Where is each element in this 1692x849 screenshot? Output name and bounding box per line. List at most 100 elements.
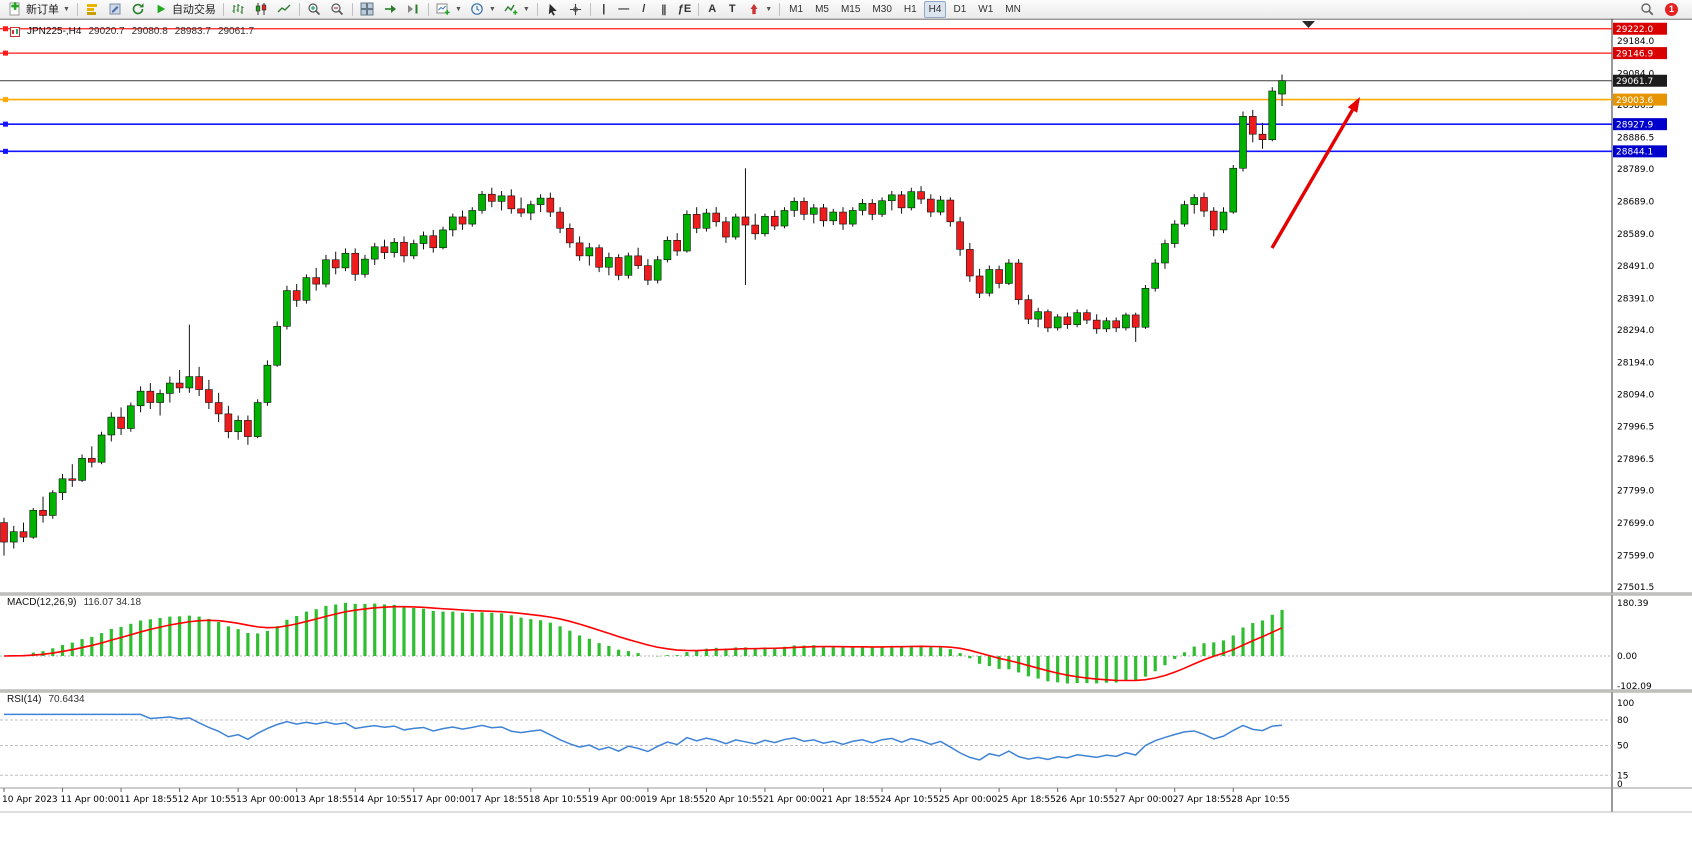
tf-button-h4[interactable]: H4 <box>923 0 947 18</box>
cursor-icon <box>545 2 560 17</box>
vertical-line-icon: | <box>602 3 606 15</box>
svg-text:80: 80 <box>1617 716 1629 726</box>
new-order-label: 新订单 <box>26 4 59 16</box>
toolbar-right-group: 1 <box>1635 0 1688 19</box>
tf-button-m1[interactable]: M1 <box>789 3 804 15</box>
h-line-handle[interactable] <box>3 148 8 154</box>
separator <box>298 2 300 16</box>
rsi-name: RSI(14) <box>7 694 42 705</box>
tf-button-d1[interactable]: D1 <box>953 3 967 15</box>
separator <box>351 2 353 16</box>
svg-text:21 Apr 18:55: 21 Apr 18:55 <box>822 795 881 805</box>
tf-button-mn[interactable]: MN <box>1005 3 1021 15</box>
search-button[interactable] <box>1635 0 1658 19</box>
price-badge <box>1613 118 1667 131</box>
tf-button-h1[interactable]: H1 <box>903 3 917 15</box>
time-axis[interactable]: 10 Apr 2023 11 Apr 00:00 11 Apr 18:55 12 Ap… <box>2 788 1290 805</box>
svg-text:180.39: 180.39 <box>1617 599 1649 609</box>
bar-chart-button[interactable] <box>227 0 250 19</box>
h-line-handle[interactable] <box>3 26 8 32</box>
macd-values: 116.07 34.18 <box>83 597 142 608</box>
shapes-button[interactable]: ▼ <box>742 0 776 19</box>
search-icon <box>1639 2 1654 17</box>
zoom-in-icon <box>307 2 322 17</box>
text-icon: A <box>708 3 717 15</box>
algo-trading-label: 自动交易 <box>171 4 216 16</box>
arrow-annotation[interactable] <box>1270 97 1360 249</box>
svg-text:28689.0: 28689.0 <box>1617 198 1654 208</box>
label-icon: T <box>728 3 736 15</box>
svg-text:28789.0: 28789.0 <box>1617 165 1654 175</box>
svg-text:27896.5: 27896.5 <box>1617 455 1654 465</box>
tf-button-m5[interactable]: M5 <box>815 3 829 15</box>
text-button[interactable]: A <box>702 0 722 19</box>
svg-text:25 Apr 00:00: 25 Apr 00:00 <box>939 795 998 805</box>
svg-text:27799.0: 27799.0 <box>1617 486 1654 496</box>
svg-text:-102.09: -102.09 <box>1617 682 1652 692</box>
tf-button-w1[interactable]: W1 <box>978 3 994 15</box>
periods-button[interactable]: ▼ <box>466 0 500 19</box>
chevron-down-icon: ▼ <box>63 5 70 13</box>
svg-text:20 Apr 10:55: 20 Apr 10:55 <box>704 795 763 805</box>
symbol-period-label: JPN225-,H4 <box>27 26 82 37</box>
cursor-button[interactable] <box>541 0 564 19</box>
price-axis[interactable]: 29184.0 29084.0 28986.5 28886.5 28789.0 28689… <box>1613 22 1667 790</box>
svg-text:27 Apr 00:00: 27 Apr 00:00 <box>1114 795 1173 805</box>
svg-text:29184.0: 29184.0 <box>1617 37 1654 47</box>
indicators-button[interactable]: ▼ <box>500 0 534 19</box>
separator <box>779 2 781 16</box>
crosshair-button[interactable] <box>564 0 587 19</box>
svg-text:28589.0: 28589.0 <box>1617 230 1654 240</box>
tf-button-m30[interactable]: M30 <box>872 3 892 15</box>
svg-text:14 Apr 10:55: 14 Apr 10:55 <box>353 795 412 805</box>
svg-text:24 Apr 10:55: 24 Apr 10:55 <box>880 795 939 805</box>
candlestick-chart-button[interactable] <box>250 0 273 19</box>
arrow-head-icon <box>1347 97 1360 113</box>
trendline-button[interactable]: / <box>634 0 654 19</box>
market-depth-button[interactable] <box>81 0 104 19</box>
svg-text:17 Apr 18:55: 17 Apr 18:55 <box>470 795 529 805</box>
new-order-button[interactable]: 新订单 ▼ <box>4 0 74 19</box>
svg-text:28986.5: 28986.5 <box>1617 101 1654 111</box>
line-chart-button[interactable] <box>273 0 296 19</box>
h-line-handle[interactable] <box>3 121 8 127</box>
ohlc-high: 29080.8 <box>131 26 168 37</box>
channel-button[interactable]: ∥ <box>654 0 674 19</box>
svg-text:18 Apr 10:55: 18 Apr 10:55 <box>529 795 588 805</box>
label-button[interactable]: T <box>722 0 742 19</box>
svg-text:27699.0: 27699.0 <box>1617 519 1654 529</box>
algo-trading-button[interactable]: 自动交易 <box>150 0 220 19</box>
svg-text:100: 100 <box>1617 699 1634 709</box>
ohlc-open: 29020.7 <box>88 26 125 37</box>
notification-badge[interactable]: 1 <box>1665 2 1678 16</box>
vertical-line-button[interactable]: | <box>594 0 614 19</box>
tile-windows-button[interactable] <box>356 0 379 19</box>
auto-scroll-icon <box>383 2 398 17</box>
horizontal-lines-layer[interactable] <box>0 26 1612 154</box>
h-line-handle[interactable] <box>3 97 8 103</box>
h-line-handle[interactable] <box>3 50 8 56</box>
macd-name: MACD(12,26,9) <box>7 597 77 608</box>
zoom-in-button[interactable] <box>303 0 326 19</box>
refresh-button[interactable] <box>127 0 150 19</box>
ohlc-low: 28983.7 <box>174 26 211 37</box>
metaeditor-button[interactable] <box>104 0 127 19</box>
svg-text:29222.0: 29222.0 <box>1616 25 1653 35</box>
tf-button-m15[interactable]: M15 <box>840 3 861 15</box>
svg-text:11 Apr 18:55: 11 Apr 18:55 <box>119 795 178 805</box>
arrow-shape-icon <box>746 2 761 17</box>
chevron-down-icon: ▼ <box>454 5 462 13</box>
separator <box>76 2 78 16</box>
svg-text:19 Apr 18:55: 19 Apr 18:55 <box>646 795 705 805</box>
chart-shift-icon <box>406 2 421 17</box>
macd-layer <box>3 602 1284 684</box>
zoom-out-button[interactable] <box>326 0 349 19</box>
new-chart-button[interactable]: ▼ <box>432 0 466 19</box>
auto-scroll-button[interactable] <box>379 0 402 19</box>
fibonacci-button[interactable]: ƒE <box>674 0 695 19</box>
chart-shift-marker[interactable] <box>1302 21 1315 28</box>
horizontal-line-button[interactable]: — <box>614 0 634 19</box>
svg-text:17 Apr 00:00: 17 Apr 00:00 <box>412 795 471 805</box>
chart-shift-button[interactable] <box>402 0 425 19</box>
